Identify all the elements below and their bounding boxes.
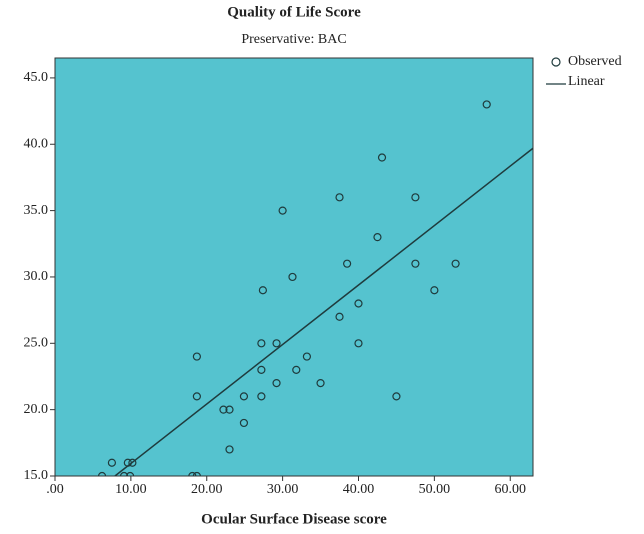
- data-point: [126, 471, 135, 476]
- data-point: [257, 339, 266, 348]
- data-point: [192, 392, 201, 401]
- plot-area: [54, 57, 534, 477]
- y-tick-label: 15.0: [24, 468, 49, 483]
- x-tick-label: 10.00: [115, 482, 147, 497]
- data-point: [430, 286, 439, 295]
- data-point: [128, 458, 137, 467]
- y-tick-label: 30.0: [24, 269, 49, 284]
- y-tick-label: 25.0: [24, 336, 49, 351]
- data-point: [272, 339, 281, 348]
- chart-subtitle: Preservative: BAC: [241, 32, 346, 47]
- data-point: [288, 272, 297, 282]
- data-point: [377, 153, 387, 162]
- data-point: [316, 379, 325, 388]
- data-point: [354, 299, 363, 308]
- x-tick-label: 50.00: [419, 482, 451, 497]
- y-tick-label: 35.0: [24, 203, 49, 218]
- x-axis-label: Ocular Surface Disease score: [201, 511, 387, 527]
- data-point: [192, 352, 201, 361]
- data-point: [219, 405, 228, 414]
- data-point: [192, 471, 201, 476]
- plot-marks: [97, 100, 533, 476]
- data-point: [482, 100, 491, 109]
- data-point: [272, 379, 281, 388]
- data-point: [373, 233, 382, 242]
- y-tick-label: 45.0: [24, 70, 49, 85]
- data-point: [392, 392, 401, 401]
- x-tick-label: 30.00: [267, 482, 299, 497]
- data-point: [257, 392, 266, 401]
- data-point: [188, 471, 197, 476]
- data-point: [239, 392, 249, 401]
- data-point: [354, 339, 363, 348]
- data-point: [278, 206, 287, 215]
- data-point: [411, 259, 420, 268]
- data-point: [97, 471, 107, 476]
- legend-label: Linear: [568, 74, 605, 89]
- x-tick-label: 60.00: [494, 482, 526, 497]
- y-tick-label: 40.0: [24, 136, 49, 151]
- data-point: [451, 259, 460, 268]
- data-point: [225, 405, 234, 414]
- data-point: [411, 193, 420, 202]
- data-point: [335, 193, 344, 202]
- x-tick-label: 40.00: [343, 482, 375, 497]
- chart-title: Quality of Life Score: [227, 4, 361, 20]
- y-tick-label: 20.0: [24, 402, 49, 417]
- data-point: [258, 286, 267, 295]
- data-point: [335, 312, 344, 321]
- legend-label: Observed: [568, 54, 622, 69]
- legend-marker: [551, 57, 561, 67]
- data-point: [292, 365, 301, 374]
- x-tick-label: .00: [46, 482, 64, 497]
- x-tick-label: 20.00: [191, 482, 223, 497]
- data-point: [257, 365, 266, 374]
- data-point: [343, 259, 352, 268]
- data-point: [225, 445, 234, 454]
- data-point: [107, 458, 117, 467]
- data-point: [239, 418, 249, 428]
- regression-line: [114, 147, 533, 476]
- data-point: [119, 471, 129, 476]
- data-point: [302, 352, 311, 361]
